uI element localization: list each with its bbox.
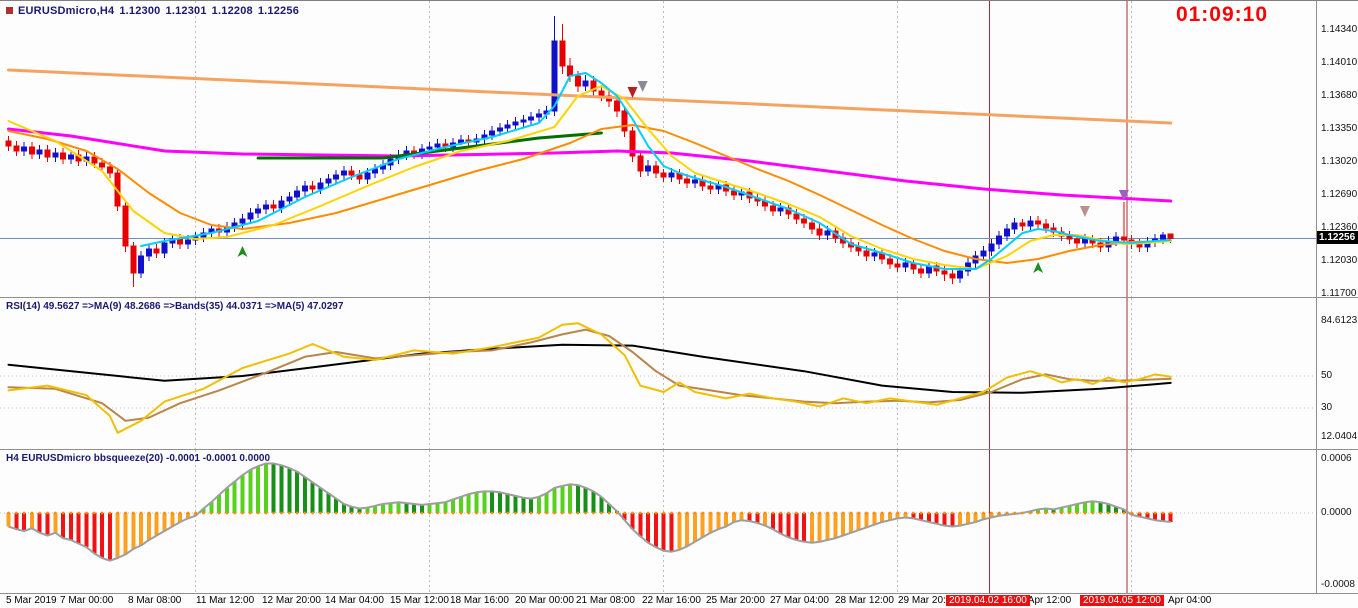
scale-tick: 0.0000 — [1321, 507, 1352, 518]
chart-symbol-icon — [6, 7, 13, 14]
panel-separator[interactable] — [0, 297, 1358, 298]
scale-tick: 1.13680 — [1321, 90, 1358, 101]
scale-tick: 1.12360 — [1321, 222, 1358, 233]
time-axis-label: 12 Mar 20:00 — [262, 595, 321, 606]
yellow-ma-line — [7, 85, 1172, 270]
bbsqueeze-indicator-label: H4 EURUSDmicro bbsqueeze(20) -0.0001 -0.… — [6, 453, 271, 464]
scale-tick: 1.13020 — [1321, 156, 1358, 167]
up-signal-arrow — [237, 246, 248, 257]
ohlc-high: 1.12301 — [165, 5, 207, 17]
scale-tick: -0.0008 — [1321, 579, 1355, 590]
time-axis-label: 21 Mar 08:00 — [576, 595, 635, 606]
green-ma-line — [256, 131, 603, 160]
cyan-ma-line — [140, 72, 1172, 270]
scale-tick: 84.6123 — [1321, 314, 1358, 326]
price-chart-panel: EURUSDmicro,H4 1.12300 1.12301 1.12208 1.122… — [0, 1, 1316, 297]
scale-tick: 0.0006 — [1321, 453, 1352, 464]
rsi-indicator-label: RSI(14) 49.5627 =>MA(9) 48.2686 =>Bands(… — [6, 301, 344, 312]
squeeze-histogram — [6, 463, 1173, 561]
down-signal-arrow — [627, 87, 638, 98]
event-vlines[interactable] — [989, 450, 1128, 593]
time-axis-label: 14 Mar 04:00 — [325, 595, 384, 606]
time-axis-label: 7 Mar 00:00 — [60, 595, 114, 606]
scale-tick: 12.0404 — [1321, 430, 1358, 442]
time-axis-label: 15 Mar 12:00 — [390, 595, 449, 606]
time-axis-label: 5 Mar 2019 — [6, 595, 57, 606]
scale-tick: 1.11700 — [1321, 288, 1357, 299]
ohlc-open: 1.12300 — [119, 5, 161, 17]
event-vlines[interactable] — [989, 298, 1128, 449]
up-signal-arrow — [1033, 262, 1044, 273]
vline-time-badge: 2019.04.02 16:00 — [946, 595, 1030, 606]
event-vlines[interactable] — [989, 1, 1128, 297]
time-axis-label: 29 Mar 20:00 — [898, 595, 957, 606]
time-axis-label: 8 Mar 08:00 — [128, 595, 182, 606]
symbol-period-label: EURUSDmicro,H4 — [18, 5, 115, 17]
magenta-ma-line — [7, 127, 1173, 203]
time-axis-label: Apr 04:00 — [1168, 595, 1212, 606]
ohlc-close: 1.12256 — [257, 5, 300, 17]
scale-tick: 1.13350 — [1321, 123, 1358, 134]
price-chart-canvas[interactable] — [0, 1, 1316, 297]
scale-tick: 30 — [1321, 402, 1333, 413]
down-signal-arrow — [1079, 206, 1090, 217]
time-axis-label: 3 Apr 12:00 — [1020, 595, 1072, 606]
time-axis-label: 28 Mar 12:00 — [835, 595, 894, 606]
squeeze-zero-dots — [7, 511, 1173, 515]
scale-tick: 1.12030 — [1321, 255, 1358, 266]
candle-countdown-timer: 01:09:10 — [1175, 3, 1268, 26]
down-signal-arrow — [1118, 190, 1129, 201]
squeeze-envelope-line — [8, 462, 1171, 562]
panel-separator[interactable] — [0, 449, 1358, 450]
ohlc-low: 1.12208 — [211, 5, 253, 17]
bbsqueeze-chart-canvas[interactable] — [0, 450, 1316, 593]
time-axis-label: 27 Mar 04:00 — [770, 595, 829, 606]
bbsqueeze-indicator-panel: H4 EURUSDmicro bbsqueeze(20) -0.0001 -0.… — [0, 450, 1316, 593]
price-scale[interactable]: 1.12256 1.14340 1.14010 1.13680 1.13350 1.13… — [1317, 1, 1358, 593]
scale-tick: 1.14340 — [1321, 24, 1358, 35]
rsi-chart-canvas[interactable] — [0, 298, 1316, 449]
scale-tick: 1.14010 — [1321, 57, 1358, 68]
trend-ma-line — [7, 68, 1173, 125]
signal-arrows — [237, 81, 1129, 273]
vline-time-badge: 2019.04.05 12:00 — [1080, 595, 1164, 606]
chart-title: EURUSDmicro,H4 1.12300 1.12301 1.12208 1.122… — [6, 5, 299, 17]
time-axis-label: 25 Mar 20:00 — [706, 595, 765, 606]
week-separators — [195, 298, 1133, 449]
rsi-main-line — [7, 322, 1172, 434]
time-axis-label: 22 Mar 16:00 — [642, 595, 701, 606]
time-axis-label: 18 Mar 16:00 — [450, 595, 509, 606]
scale-tick: 1.12690 — [1321, 189, 1358, 200]
rsi-indicator-panel: RSI(14) 49.5627 =>MA(9) 48.2686 =>Bands(… — [0, 298, 1316, 449]
panel-separator[interactable] — [0, 593, 1358, 594]
rsi-ma-line — [7, 328, 1172, 422]
time-axis[interactable]: 5 Mar 2019 7 Mar 00:00 8 Mar 08:00 11 Mar 1… — [0, 594, 1358, 608]
time-axis-label: 20 Mar 00:00 — [515, 595, 574, 606]
current-price-badge: 1.12256 — [1317, 231, 1358, 245]
time-axis-label: 11 Mar 12:00 — [196, 595, 255, 606]
scale-tick: 50 — [1321, 370, 1333, 381]
rsi-level-lines — [0, 375, 1316, 409]
rsi-slow-line — [7, 343, 1172, 394]
down-signal-arrow — [637, 81, 648, 92]
